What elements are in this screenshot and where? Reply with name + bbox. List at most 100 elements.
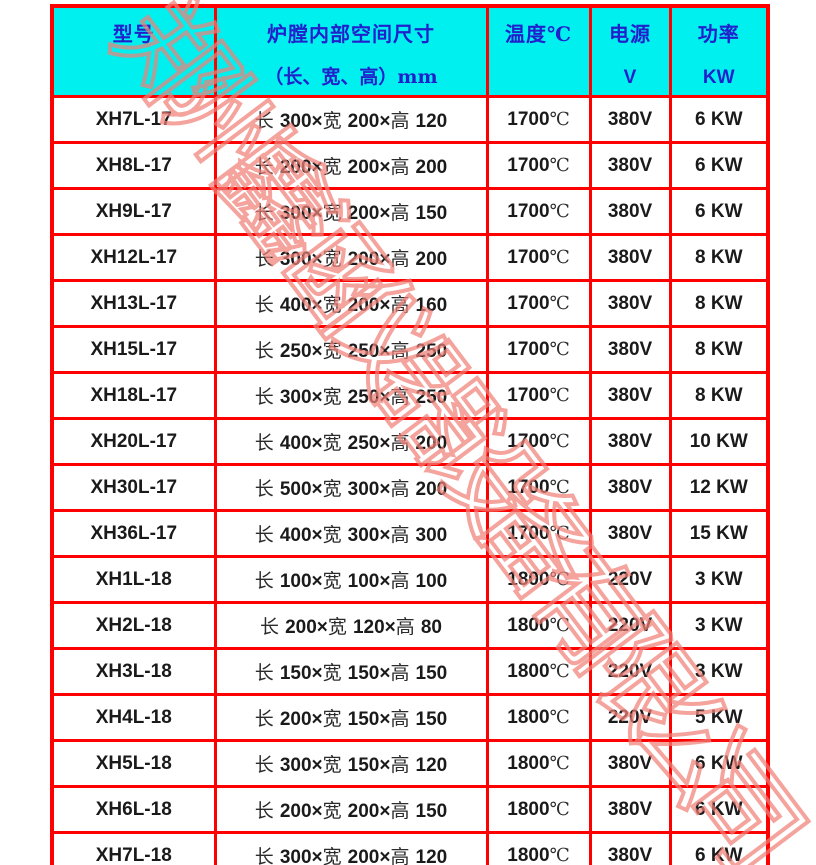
dimensions-cell: 长 200×宽 150×高 150 [213,693,489,742]
dimensions-cell: 长 300×宽 200×高 150 [213,187,489,236]
dimensions-cell: 长 300×宽 150×高 120 [213,739,489,788]
dimensions-cell: 长 100×宽 100×高 100 [213,555,489,604]
power-cell: 6 KW [668,141,770,190]
col-header-temperature: 温度℃ [485,4,592,98]
dimensions-cell: 长 400×宽 250×高 200 [213,417,489,466]
dimensions-cell: 长 400×宽 300×高 300 [213,509,489,558]
model-cell: XH8L-17 [50,141,217,190]
power-header-label: 功率 [697,22,740,46]
model-cell: XH20L-17 [50,417,217,466]
table-row: XH9L-17 长 300×宽 200×高 150 1700℃ 380V 6 K… [50,187,770,236]
power-supply-header-label: 电源 [609,22,651,46]
power-header-unit: KW [702,67,735,88]
model-cell: XH4L-18 [50,693,217,742]
voltage-cell: 380V [588,325,672,374]
temperature-cell: 1700℃ [485,233,592,282]
voltage-cell: 220V [588,693,672,742]
power-cell: 8 KW [668,279,770,328]
header-row: 型号 炉膛内部空间尺寸 （长、宽、高）mm 温度℃ [50,4,770,98]
table-header: 型号 炉膛内部空间尺寸 （长、宽、高）mm 温度℃ [50,4,770,98]
table-row: XH5L-18 长 300×宽 150×高 120 1800℃ 380V 6 K… [50,739,770,788]
col-header-dimensions: 炉膛内部空间尺寸 （长、宽、高）mm [213,4,489,98]
temperature-cell: 1700℃ [485,371,592,420]
power-cell: 8 KW [668,325,770,374]
table-row: XH6L-18 长 200×宽 200×高 150 1800℃ 380V 6 K… [50,785,770,834]
power-cell: 8 KW [668,233,770,282]
temperature-cell: 1700℃ [485,187,592,236]
dimensions-cell: 长 200×宽 120×高 80 [213,601,489,650]
spec-table-body: XH7L-17 长 300×宽 200×高 120 1700℃ 380V 6 K… [50,95,770,865]
dimensions-cell: 长 300×宽 200×高 200 [213,233,489,282]
table-row: XH8L-17 长 200×宽 200×高 200 1700℃ 380V 6 K… [50,141,770,190]
col-header-model: 型号 [50,4,217,98]
model-cell: XH30L-17 [50,463,217,512]
model-cell: XH12L-17 [50,233,217,282]
table-row: XH4L-18 长 200×宽 150×高 150 1800℃ 220V 5 K… [50,693,770,742]
voltage-cell: 380V [588,463,672,512]
model-cell: XH36L-17 [50,509,217,558]
model-cell: XH18L-17 [50,371,217,420]
temperature-cell: 1700℃ [485,417,592,466]
model-cell: XH13L-17 [50,279,217,328]
temperature-cell: 1800℃ [485,739,592,788]
power-supply-header-unit: V [623,67,637,88]
voltage-cell: 220V [588,647,672,696]
voltage-cell: 380V [588,233,672,282]
model-cell: XH3L-18 [50,647,217,696]
table-row: XH3L-18 长 150×宽 150×高 150 1800℃ 220V 3 K… [50,647,770,696]
voltage-cell: 220V [588,555,672,604]
power-cell: 6 KW [668,785,770,834]
temperature-cell: 1800℃ [485,831,592,865]
power-cell: 15 KW [668,509,770,558]
table-row: XH7L-18 长 300×宽 200×高 120 1800℃ 380V 6 K… [50,831,770,865]
col-header-power: 功率 KW [668,4,770,98]
temperature-cell: 1700℃ [485,95,592,144]
power-cell: 3 KW [668,555,770,604]
model-header-label: 型号 [112,22,155,46]
model-cell: XH9L-17 [50,187,217,236]
dimensions-cell: 长 300×宽 200×高 120 [213,831,489,865]
table-row: XH36L-17 长 400×宽 300×高 300 1700℃ 380V 15… [50,509,770,558]
model-cell: XH7L-17 [50,95,217,144]
temperature-cell: 1700℃ [485,279,592,328]
dimensions-cell: 长 250×宽 250×高 250 [213,325,489,374]
table-row: XH1L-18 长 100×宽 100×高 100 1800℃ 220V 3 K… [50,555,770,604]
temperature-cell: 1800℃ [485,693,592,742]
voltage-cell: 380V [588,141,672,190]
voltage-cell: 380V [588,371,672,420]
voltage-cell: 380V [588,95,672,144]
dimensions-header-label: 炉膛内部空间尺寸 [267,22,435,46]
model-cell: XH6L-18 [50,785,217,834]
col-header-power-supply: 电源 V [588,4,672,98]
furnace-spec-table: 型号 炉膛内部空间尺寸 （长、宽、高）mm 温度℃ [50,4,770,865]
dimensions-cell: 长 500×宽 300×高 200 [213,463,489,512]
power-cell: 3 KW [668,647,770,696]
temperature-cell: 1700℃ [485,141,592,190]
model-cell: XH1L-18 [50,555,217,604]
power-cell: 6 KW [668,831,770,865]
voltage-cell: 380V [588,785,672,834]
model-cell: XH15L-17 [50,325,217,374]
temperature-cell: 1700℃ [485,509,592,558]
table-row: XH13L-17 长 400×宽 200×高 160 1700℃ 380V 8 … [50,279,770,328]
model-cell: XH5L-18 [50,739,217,788]
temperature-cell: 1700℃ [485,463,592,512]
temperature-cell: 1800℃ [485,555,592,604]
dimensions-cell: 长 200×宽 200×高 200 [213,141,489,190]
dimensions-cell: 长 150×宽 150×高 150 [213,647,489,696]
dimensions-cell: 长 300×宽 250×高 250 [213,371,489,420]
power-cell: 5 KW [668,693,770,742]
temperature-cell: 1700℃ [485,325,592,374]
model-cell: XH2L-18 [50,601,217,650]
power-cell: 8 KW [668,371,770,420]
voltage-cell: 380V [588,509,672,558]
table-row: XH30L-17 长 500×宽 300×高 200 1700℃ 380V 12… [50,463,770,512]
dimensions-cell: 长 300×宽 200×高 120 [213,95,489,144]
table-row: XH2L-18 长 200×宽 120×高 80 1800℃ 220V 3 KW [50,601,770,650]
voltage-cell: 380V [588,187,672,236]
voltage-cell: 380V [588,417,672,466]
voltage-cell: 380V [588,739,672,788]
temperature-cell: 1800℃ [485,601,592,650]
table-row: XH12L-17 长 300×宽 200×高 200 1700℃ 380V 8 … [50,233,770,282]
